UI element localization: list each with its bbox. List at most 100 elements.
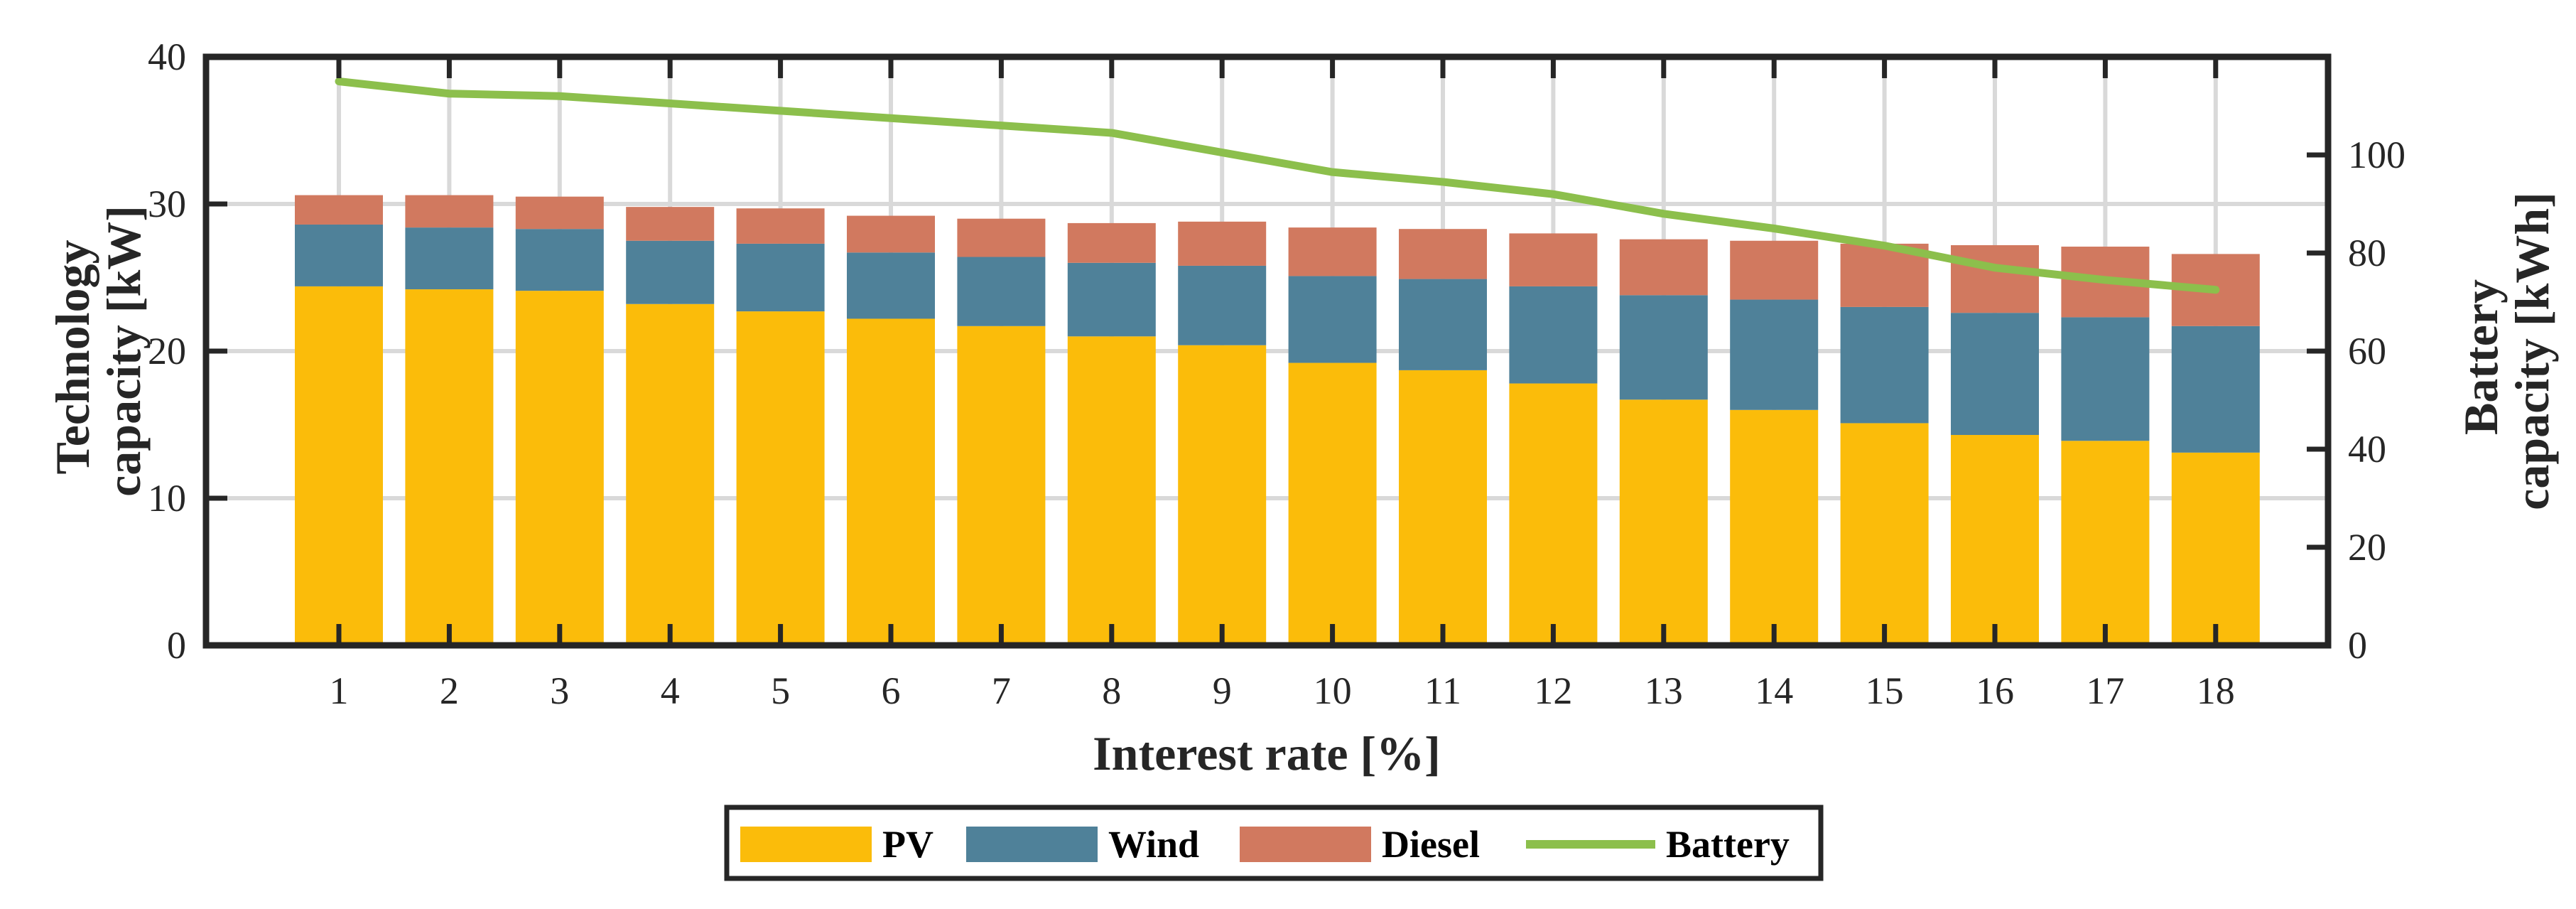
- y2-axis-label-line-1: Battery: [2454, 279, 2508, 435]
- bar-wind-6: [847, 252, 935, 319]
- y2-tick-label-40: 40: [2348, 428, 2386, 470]
- y2-tick-label-60: 60: [2348, 330, 2386, 372]
- y-tick-label-30: 30: [148, 183, 186, 225]
- bar-wind-10: [1288, 276, 1377, 363]
- legend-swatch-wind: [966, 827, 1098, 862]
- bar-diesel-5: [736, 208, 825, 244]
- bar-wind-16: [1951, 313, 2039, 435]
- battery-line-layer: [335, 77, 2220, 294]
- x-tick-label-15: 15: [1866, 669, 1904, 712]
- bar-wind-13: [1619, 295, 1708, 400]
- y2-axis-label-line-2: capacity [kWh]: [2505, 192, 2559, 510]
- bar-wind-2: [405, 227, 494, 290]
- bar-diesel-3: [515, 196, 604, 230]
- bar-diesel-8: [1067, 222, 1156, 263]
- bar-diesel-9: [1178, 221, 1267, 266]
- y2-tick-label-20: 20: [2348, 526, 2386, 569]
- x-tick-label-14: 14: [1755, 669, 1793, 712]
- legend-label-pv: PV: [882, 823, 933, 866]
- bar-wind-3: [515, 229, 604, 291]
- x-tick-label-4: 4: [661, 669, 680, 712]
- bar-pv-12: [1509, 383, 1598, 645]
- bar-pv-8: [1067, 336, 1156, 645]
- x-tick-label-6: 6: [882, 669, 901, 712]
- bar-pv-18: [2171, 452, 2260, 645]
- x-tick-label-16: 16: [1976, 669, 2014, 712]
- y-tick-label-0: 0: [167, 624, 186, 667]
- bar-wind-1: [295, 224, 383, 286]
- series-line-battery: [335, 77, 2220, 294]
- bar-diesel-10: [1288, 227, 1377, 276]
- legend: PV Wind Diesel Battery: [724, 805, 1824, 881]
- x-tick-label-3: 3: [550, 669, 569, 712]
- x-tick-label-12: 12: [1534, 669, 1572, 712]
- bar-diesel-1: [295, 195, 383, 225]
- bar-diesel-11: [1399, 229, 1487, 279]
- x-tick-label-2: 2: [440, 669, 459, 712]
- y-axis-label: Technology capacity [kW]: [45, 205, 151, 497]
- bar-wind-8: [1067, 262, 1156, 337]
- bar-pv-9: [1178, 345, 1267, 645]
- bar-wind-9: [1178, 265, 1267, 345]
- bar-diesel-6: [847, 215, 935, 253]
- bar-diesel-16: [1951, 244, 2039, 313]
- y-tick-label-40: 40: [148, 36, 186, 78]
- x-axis-label: Interest rate [%]: [1093, 726, 1441, 780]
- bar-pv-11: [1399, 370, 1487, 645]
- x-tick-label-17: 17: [2086, 669, 2124, 712]
- bar-pv-1: [295, 286, 383, 645]
- bar-pv-16: [1951, 434, 2039, 645]
- x-tick-label-7: 7: [992, 669, 1011, 712]
- x-tick-label-5: 5: [771, 669, 790, 712]
- bar-wind-12: [1509, 286, 1598, 384]
- y2-axis-label: Battery capacity [kWh]: [2454, 192, 2559, 510]
- bar-diesel-12: [1509, 233, 1598, 286]
- x-tick-label-8: 8: [1102, 669, 1121, 712]
- legend-swatch-pv: [740, 827, 872, 862]
- legend-swatch-diesel: [1240, 827, 1371, 862]
- x-tick-label-13: 13: [1645, 669, 1683, 712]
- y-axis-label-line-2: capacity [kW]: [97, 205, 151, 497]
- bar-wind-17: [2061, 317, 2150, 441]
- bar-pv-10: [1288, 362, 1377, 645]
- bar-wind-15: [1840, 306, 1929, 424]
- axis-ticks: [206, 54, 2328, 648]
- bar-wind-4: [626, 240, 715, 304]
- bar-diesel-14: [1730, 240, 1819, 300]
- bar-diesel-2: [405, 195, 494, 228]
- x-tick-label-1: 1: [330, 669, 349, 712]
- x-tick-label-11: 11: [1424, 669, 1461, 712]
- bar-pv-7: [957, 326, 1046, 645]
- bar-diesel-13: [1619, 239, 1708, 296]
- bar-wind-14: [1730, 299, 1819, 410]
- bar-pv-14: [1730, 409, 1819, 645]
- y2-tick-label-0: 0: [2348, 624, 2367, 667]
- y2-tick-label-80: 80: [2348, 232, 2386, 274]
- y-tick-label-20: 20: [148, 330, 186, 372]
- bar-pv-6: [847, 318, 935, 645]
- y-tick-label-10: 10: [148, 477, 186, 520]
- x-tick-label-18: 18: [2197, 669, 2235, 712]
- bar-diesel-7: [957, 218, 1046, 257]
- bars: [295, 195, 2260, 645]
- bar-pv-3: [515, 291, 604, 645]
- y-axis-label-line-1: Technology: [45, 240, 99, 474]
- bar-pv-15: [1840, 423, 1929, 645]
- bar-pv-2: [405, 289, 494, 645]
- bar-wind-7: [957, 257, 1046, 326]
- bar-pv-4: [626, 303, 715, 645]
- bar-wind-5: [736, 243, 825, 312]
- legend-label-diesel: Diesel: [1382, 823, 1480, 866]
- legend-label-battery: Battery: [1666, 823, 1790, 866]
- legend-label-wind: Wind: [1108, 823, 1199, 866]
- x-tick-label-10: 10: [1314, 669, 1352, 712]
- y2-tick-label-100: 100: [2348, 134, 2405, 176]
- x-tick-label-9: 9: [1213, 669, 1232, 712]
- bar-diesel-4: [626, 207, 715, 241]
- bar-pv-13: [1619, 399, 1708, 645]
- bar-pv-5: [736, 311, 825, 645]
- bar-pv-17: [2061, 441, 2150, 645]
- bar-wind-18: [2171, 326, 2260, 453]
